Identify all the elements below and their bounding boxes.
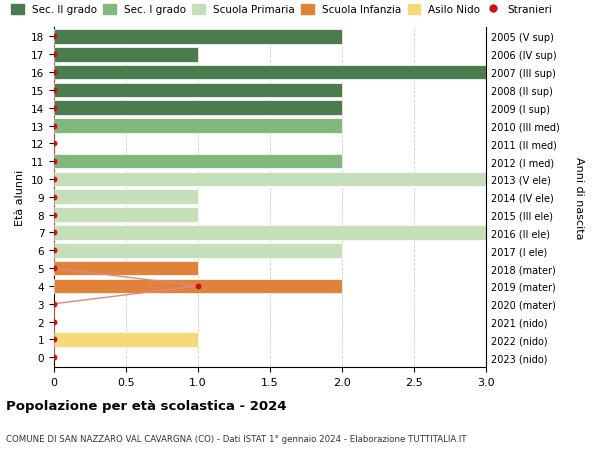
Point bbox=[49, 69, 59, 77]
Point bbox=[49, 158, 59, 166]
Y-axis label: Età alunni: Età alunni bbox=[16, 169, 25, 225]
Bar bbox=[54, 279, 342, 294]
Point bbox=[49, 300, 59, 308]
Bar bbox=[54, 84, 342, 98]
Legend: Sec. II grado, Sec. I grado, Scuola Primaria, Scuola Infanzia, Asilo Nido, Stran: Sec. II grado, Sec. I grado, Scuola Prim… bbox=[11, 5, 553, 16]
Bar bbox=[54, 226, 486, 240]
Point bbox=[49, 354, 59, 361]
Point bbox=[49, 229, 59, 236]
Point bbox=[49, 123, 59, 130]
Point bbox=[49, 194, 59, 201]
Point bbox=[49, 318, 59, 325]
Bar bbox=[54, 66, 486, 80]
Point bbox=[49, 247, 59, 254]
Text: COMUNE DI SAN NAZZARO VAL CAVARGNA (CO) - Dati ISTAT 1° gennaio 2024 - Elaborazi: COMUNE DI SAN NAZZARO VAL CAVARGNA (CO) … bbox=[6, 434, 467, 443]
Bar bbox=[54, 48, 198, 62]
Point bbox=[49, 265, 59, 272]
Bar bbox=[54, 332, 198, 347]
Point bbox=[49, 336, 59, 343]
Bar bbox=[54, 119, 342, 134]
Bar bbox=[54, 208, 198, 223]
Bar bbox=[54, 101, 342, 116]
Bar bbox=[54, 172, 486, 187]
Point bbox=[49, 87, 59, 95]
Point bbox=[49, 105, 59, 112]
Point bbox=[49, 34, 59, 41]
Bar bbox=[54, 190, 198, 205]
Point bbox=[49, 212, 59, 219]
Point bbox=[49, 140, 59, 148]
Point bbox=[193, 283, 203, 290]
Bar bbox=[54, 155, 342, 169]
Y-axis label: Anni di nascita: Anni di nascita bbox=[574, 156, 584, 239]
Point bbox=[49, 176, 59, 183]
Text: Popolazione per età scolastica - 2024: Popolazione per età scolastica - 2024 bbox=[6, 399, 287, 412]
Bar bbox=[54, 30, 342, 45]
Bar bbox=[54, 243, 342, 258]
Point bbox=[49, 51, 59, 59]
Bar bbox=[54, 261, 198, 276]
